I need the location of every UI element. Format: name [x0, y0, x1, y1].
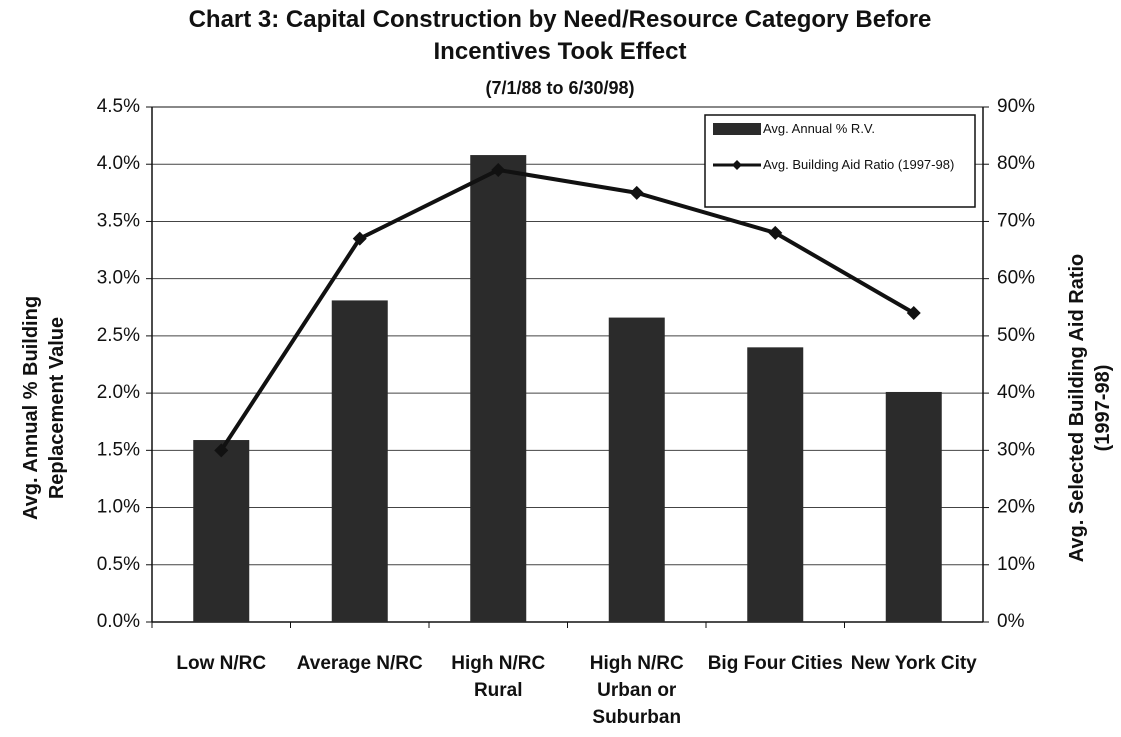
line-marker: [768, 225, 783, 240]
y-tick-label: 3.0%: [97, 268, 140, 289]
y2-tick-label: 60%: [997, 268, 1035, 289]
y2-tick-label: 80%: [997, 153, 1035, 174]
bar: [885, 391, 942, 622]
bar: [331, 300, 388, 622]
y-tick-label: 3.5%: [97, 210, 140, 231]
line: [219, 167, 915, 452]
y2-axis-label: Avg. Selected Building Aid Ratio (1997-9…: [1066, 253, 1114, 563]
y-axis-label: Avg. Annual % Building Replacement Value: [20, 295, 68, 521]
x-tick-label: Average N/RC: [296, 653, 423, 674]
y2-tick-label: 90%: [997, 96, 1035, 117]
legend-swatch: [713, 123, 761, 135]
y2-tick-label: 40%: [997, 382, 1035, 403]
y2-tick-label: 10%: [997, 554, 1035, 575]
legend-label: Avg. Annual % R.V.: [763, 121, 876, 136]
y-tick-label: 2.0%: [97, 382, 140, 403]
line-marker: [352, 231, 367, 246]
y-tick-label: 0.0%: [97, 611, 140, 632]
y2-tick-label: 50%: [997, 325, 1035, 346]
x-tick-label: High N/RC Rural: [451, 653, 546, 701]
y-tick-label: 1.5%: [97, 439, 140, 460]
line-marker: [491, 162, 506, 177]
y-tick-label: 4.5%: [97, 96, 140, 117]
y-tick-label: 4.0%: [97, 153, 140, 174]
legend-marker: [732, 160, 742, 170]
y2-tick-label: 20%: [997, 497, 1035, 518]
y-tick-label: 0.5%: [97, 554, 140, 575]
y2-tick-label: 0%: [997, 611, 1025, 632]
chart-subtitle: (7/1/88 to 6/30/98): [485, 78, 635, 98]
bar: [747, 347, 804, 622]
y-tick-label: 1.0%: [97, 497, 140, 518]
chart-title: Chart 3: Capital Construction by Need/Re…: [188, 6, 932, 65]
line-marker: [629, 185, 644, 200]
y2-tick-label: 70%: [997, 210, 1035, 231]
bar: [608, 317, 665, 622]
bar: [193, 440, 250, 622]
y2-tick-label: 30%: [997, 439, 1035, 460]
line-marker: [906, 306, 921, 320]
x-tick-label: High N/RC Urban or Suburban: [589, 653, 684, 728]
x-tick-label: New York City: [850, 653, 977, 674]
x-tick-label: Low N/RC: [176, 653, 267, 674]
bar: [470, 155, 527, 623]
x-tick-label: Big Four Cities: [707, 653, 843, 674]
y-tick-label: 2.5%: [97, 325, 140, 346]
line-marker: [214, 443, 229, 458]
legend-label: Avg. Building Aid Ratio (1997-98): [763, 157, 955, 172]
